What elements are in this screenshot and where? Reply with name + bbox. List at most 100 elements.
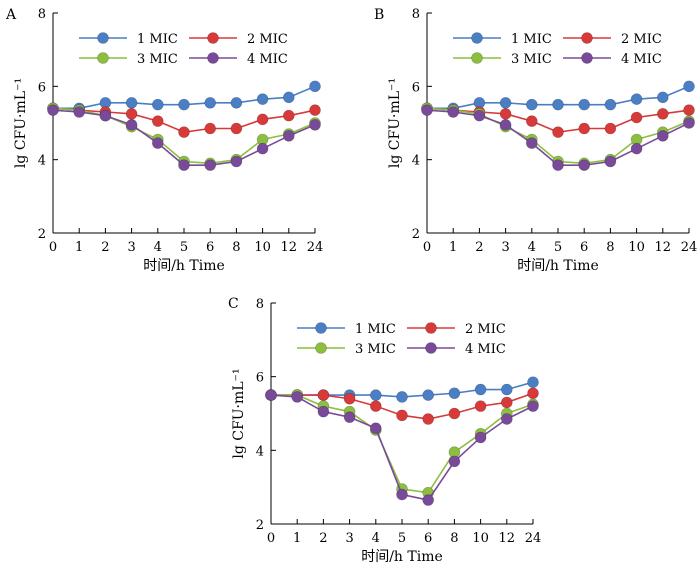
x-tick-label: 5 [180,240,188,255]
legend-swatch-marker [425,322,437,334]
x-tick-label: 8 [606,240,614,255]
legend-label: 4 MIC [247,52,288,67]
data-point [178,98,190,111]
x-tick-label: 10 [628,240,645,255]
panel-label: B [374,7,384,23]
data-point [343,411,356,423]
data-point [578,98,591,111]
y-tick-label: 2 [256,518,264,533]
y-tick-label: 4 [412,154,420,169]
data-point [447,106,460,118]
x-tick-label: 10 [472,531,489,546]
legend-label: 4 MIC [465,342,506,357]
y-tick-label: 2 [412,227,420,242]
legend-label: 3 MIC [511,52,552,67]
x-tick-label: 1 [449,240,457,255]
data-point [256,113,269,126]
data-point [500,413,513,425]
legend-label: 2 MIC [247,32,288,47]
data-point [204,122,216,135]
data-point [178,159,190,171]
data-point [422,389,435,401]
data-point [230,155,243,168]
legend-swatch-marker [471,32,483,44]
data-point [578,122,591,135]
data-point [309,104,321,116]
x-tick-label: 8 [232,240,240,255]
legend-swatch-marker [315,322,327,334]
data-point [152,115,164,127]
legend-label: 1 MIC [355,322,396,337]
x-tick-label: 6 [580,240,588,255]
y-axis-label: lg CFU·mL⁻¹ [13,78,29,168]
x-tick-label: 4 [528,240,536,255]
x-tick-label: 4 [154,240,162,255]
data-point [604,98,617,111]
x-tick-label: 5 [554,240,562,255]
data-point [525,115,538,127]
data-point [500,396,513,409]
y-axis-label: lg CFU·mL⁻¹ [231,368,247,458]
y-tick-label: 8 [38,7,46,22]
y-tick-label: 8 [412,7,420,22]
data-point [474,400,487,412]
x-tick-label: 1 [75,240,83,255]
data-point [630,142,643,155]
y-tick-label: 8 [256,297,264,312]
data-point [369,422,382,435]
data-point [422,413,435,425]
data-point [343,392,356,405]
data-point [448,387,461,400]
data-point [448,455,461,468]
x-tick-label: 12 [499,531,516,546]
data-point [552,159,564,171]
data-point [683,104,695,116]
data-point [265,389,277,401]
data-point [47,104,59,116]
legend-swatch-marker [97,32,109,44]
x-tick-label: 24 [307,240,324,255]
x-tick-label: 0 [423,240,431,255]
data-point [125,108,138,120]
data-point [396,391,408,403]
legend-swatch-marker [471,52,483,64]
y-tick-label: 6 [412,80,420,95]
x-tick-label: 10 [254,240,271,255]
x-tick-label: 2 [101,240,109,255]
x-tick-label: 4 [372,531,380,546]
data-point [656,91,669,104]
data-point [604,122,617,135]
data-point [125,97,138,109]
x-tick-label: 0 [267,531,275,546]
data-point [282,130,295,142]
data-point [125,119,138,131]
x-tick-label: 6 [206,240,214,255]
data-point [396,488,408,501]
data-point [396,409,408,422]
legend-label: 1 MIC [511,32,552,47]
y-tick-label: 6 [256,371,264,386]
data-point [448,407,461,420]
data-point [282,109,295,122]
legend-swatch-marker [207,52,219,64]
data-point [527,376,539,388]
legend-swatch-marker [207,32,219,44]
data-point [630,111,643,124]
data-point [630,93,643,105]
y-tick-label: 4 [256,444,264,459]
data-point [178,126,190,138]
data-point [499,97,512,109]
y-tick-label: 2 [38,227,46,242]
data-point [204,97,216,109]
x-tick-label: 12 [281,240,298,255]
x-tick-label: 3 [127,240,135,255]
data-point [99,109,112,122]
data-point [474,431,487,444]
data-point [73,106,85,118]
data-point [152,98,164,111]
data-point [525,137,538,149]
x-tick-label: 8 [450,531,458,546]
